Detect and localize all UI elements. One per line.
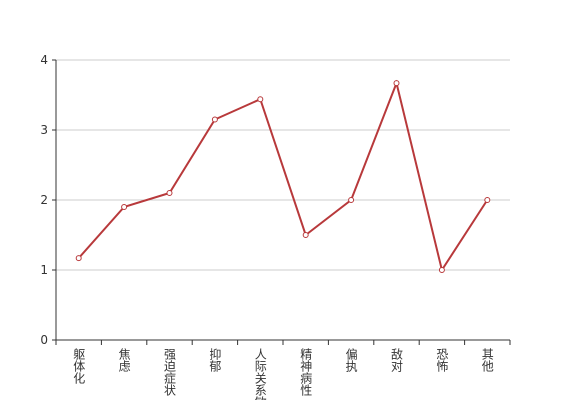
point	[257, 96, 264, 103]
x-tick-label: 强迫症状	[163, 348, 177, 396]
x-tick-label: 恐怖	[435, 348, 449, 372]
point	[121, 204, 128, 210]
y-tick-label: 1	[40, 263, 48, 277]
line	[77, 79, 489, 273]
y-tick-label: 3	[40, 123, 48, 137]
point	[348, 197, 355, 203]
y-tick-label: 0	[40, 333, 48, 347]
x-tick-label: 偏执	[344, 347, 358, 373]
point	[484, 197, 491, 203]
x-tick-label: 焦虑	[117, 348, 131, 372]
point	[302, 232, 309, 238]
point	[438, 267, 445, 273]
x-tick-label: 其他	[480, 348, 494, 372]
x-tick-label: 躯体化	[72, 347, 86, 385]
x-tick-label: 敌对	[390, 347, 404, 372]
y-tick-label: 2	[40, 193, 48, 207]
point	[166, 190, 173, 196]
point	[75, 255, 82, 262]
point	[211, 116, 218, 123]
x-tick-label: 精神病性	[299, 348, 313, 397]
point	[393, 80, 400, 87]
x-tick-label: 抑郁	[208, 347, 222, 373]
x-tick-label: 人际关系敏感	[253, 348, 267, 400]
y-tick-label: 4	[40, 53, 48, 67]
